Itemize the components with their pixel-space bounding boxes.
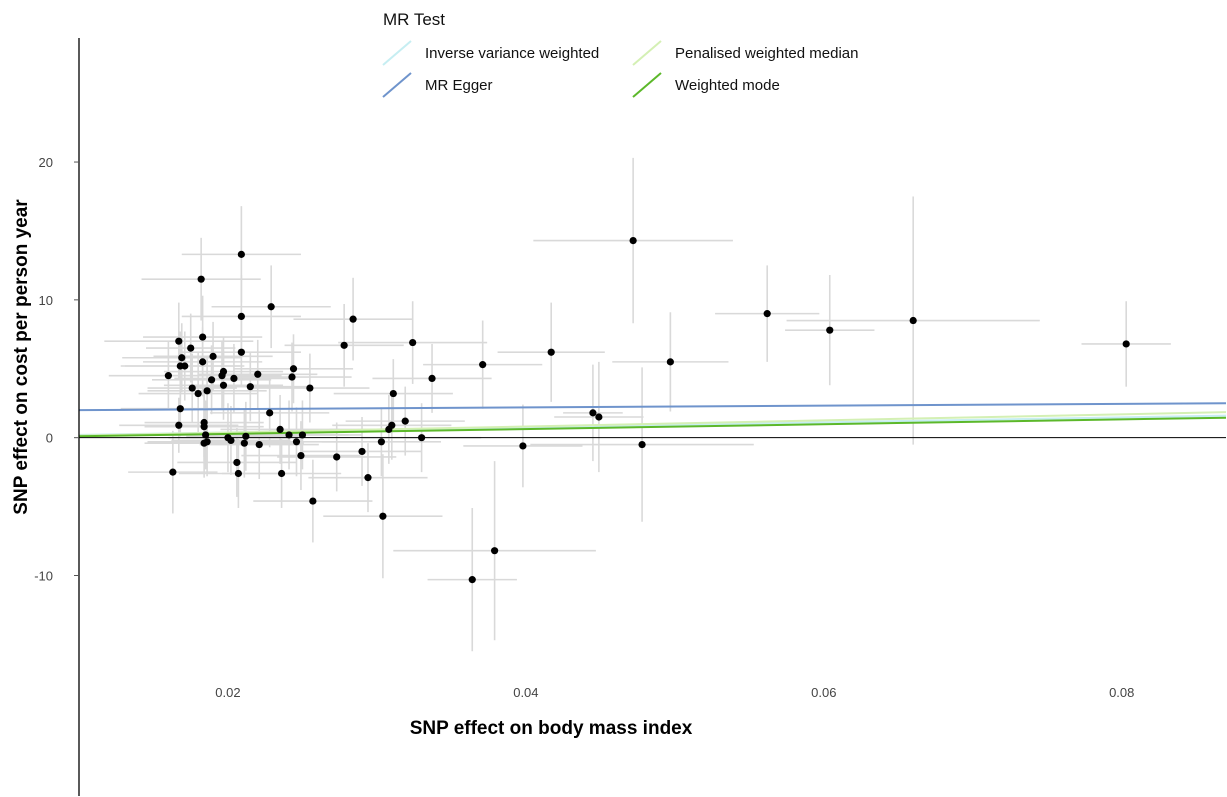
data-point — [1122, 340, 1130, 348]
data-point — [491, 547, 499, 555]
data-point — [358, 447, 366, 456]
legend-label: MR Egger — [425, 77, 493, 94]
data-point — [194, 389, 202, 398]
x-tick-label: 0.06 — [811, 685, 836, 700]
data-point — [409, 338, 417, 347]
data-points — [164, 236, 1130, 584]
data-point — [292, 438, 301, 446]
legend-label: Penalised weighted median — [675, 45, 858, 62]
data-point — [364, 474, 372, 482]
data-point — [219, 381, 228, 389]
data-point — [309, 497, 317, 505]
data-point — [388, 421, 396, 429]
data-point — [629, 236, 637, 245]
y-axis-ticks: -10 0 10 20 — [34, 155, 79, 583]
data-point — [181, 362, 189, 370]
data-point — [219, 367, 228, 376]
data-point — [267, 303, 275, 311]
data-point — [200, 423, 208, 431]
data-point — [175, 337, 183, 345]
data-point — [203, 387, 211, 395]
data-point — [638, 440, 646, 449]
legend-key — [382, 72, 412, 98]
data-point — [203, 438, 211, 446]
data-point — [202, 431, 210, 439]
data-point — [255, 440, 263, 449]
data-point — [826, 326, 834, 334]
data-point — [266, 409, 274, 417]
data-point — [230, 374, 238, 383]
data-point — [909, 316, 917, 325]
legend-label: Inverse variance weighted — [425, 45, 599, 62]
data-point — [234, 469, 242, 478]
data-point — [197, 275, 205, 283]
x-tick-label: 0.08 — [1109, 685, 1134, 700]
data-point — [237, 250, 245, 258]
x-tick-label: 0.02 — [215, 685, 240, 700]
y-axis-label: SNP effect on cost per person year — [11, 199, 32, 515]
data-point — [277, 469, 286, 478]
data-point — [227, 436, 235, 445]
y-tick-label: 10 — [39, 293, 53, 308]
legend-key — [382, 40, 412, 66]
data-point — [333, 453, 341, 461]
data-point — [595, 413, 603, 421]
data-point — [297, 451, 305, 460]
data-point — [188, 384, 196, 392]
data-point — [237, 312, 245, 320]
x-axis-label: SNP effect on body mass index — [410, 718, 693, 739]
data-point — [169, 468, 177, 476]
data-point — [237, 348, 245, 356]
data-point — [176, 405, 184, 413]
data-point — [589, 409, 597, 417]
data-point — [519, 442, 527, 450]
data-point — [377, 438, 385, 446]
x-axis-ticks: 0.02 0.04 0.06 0.08 — [215, 685, 1134, 700]
data-point — [666, 358, 674, 366]
data-point — [178, 354, 186, 362]
data-point — [164, 372, 172, 380]
data-point — [479, 361, 487, 369]
data-point — [246, 383, 254, 391]
y-tick-label: 20 — [39, 155, 53, 170]
data-point — [349, 315, 357, 323]
data-point — [240, 439, 248, 447]
x-tick-label: 0.04 — [513, 685, 538, 700]
mr-fit-lines — [78, 402, 1227, 438]
data-point — [175, 421, 183, 429]
legend-key — [632, 72, 662, 98]
data-point — [763, 310, 771, 318]
data-point — [199, 358, 207, 366]
data-point — [340, 341, 348, 349]
data-point — [289, 365, 298, 373]
data-point — [306, 384, 314, 392]
data-point — [428, 374, 436, 383]
y-tick-label: -10 — [34, 568, 53, 583]
data-point — [187, 344, 195, 352]
data-point — [209, 352, 217, 360]
y-tick-label: 0 — [46, 431, 53, 446]
fit-line — [78, 402, 1227, 412]
data-point — [288, 373, 296, 381]
data-point — [285, 431, 293, 439]
fit-line — [78, 416, 1227, 438]
data-point — [254, 370, 262, 378]
data-point — [276, 425, 284, 434]
data-point — [242, 432, 250, 440]
data-point — [199, 333, 207, 341]
legend-title: MR Test — [383, 10, 445, 29]
data-point — [379, 512, 387, 520]
fit-line — [78, 411, 1227, 437]
legend-label: Weighted mode — [675, 77, 780, 94]
data-point — [389, 389, 397, 398]
data-point — [298, 431, 307, 439]
data-point — [468, 576, 476, 584]
legend-key — [632, 40, 662, 66]
data-point — [207, 376, 216, 384]
legend: MR Test Inverse variance weighted Penalis… — [382, 10, 858, 98]
data-point — [233, 458, 241, 467]
data-point — [401, 417, 409, 425]
data-point — [547, 348, 555, 356]
